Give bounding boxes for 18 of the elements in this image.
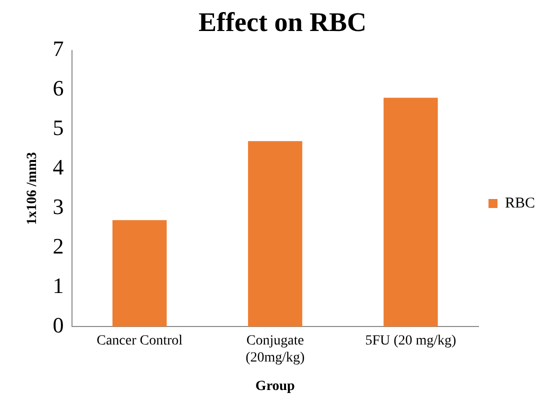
y-tick-label: 3 [52,194,64,220]
bar [112,220,167,327]
x-axis-title: Group [255,379,296,394]
y-tick-label: 1 [52,272,64,298]
y-tick-label: 2 [52,233,64,258]
chart-title: Effect on RBC [198,7,366,38]
legend-label: RBC [504,195,535,212]
bar [384,98,438,327]
x-tick-label: Conjugate (20mg/kg) [246,334,306,366]
bar [248,141,302,327]
y-tick-label: 5 [52,115,64,140]
x-tick-label: 5FU (20 mg/kg) [365,334,457,349]
y-tick-label: 0 [52,312,64,338]
x-tick-label: Cancer Control [96,334,183,349]
y-axis-title: 1x106 /mm3 [25,152,40,225]
y-tick-label: 6 [52,76,64,101]
y-tick-label: 4 [52,154,64,180]
y-tick-label: 7 [52,36,64,62]
